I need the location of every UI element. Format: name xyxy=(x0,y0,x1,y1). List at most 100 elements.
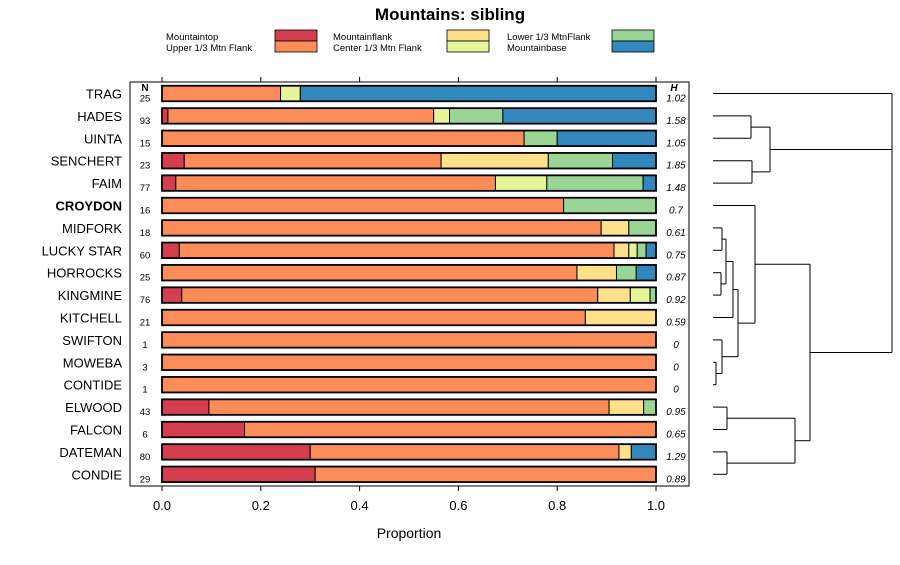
bar-outline xyxy=(161,107,657,125)
bar-segment xyxy=(643,398,657,416)
bar-outline xyxy=(161,152,657,170)
bar-segment xyxy=(629,286,651,304)
bar-segment xyxy=(615,264,637,281)
bar-outline xyxy=(161,196,657,215)
bar-segment xyxy=(161,398,210,416)
bar-segment xyxy=(280,85,301,102)
h-value: 0 xyxy=(673,385,679,396)
category-label: KITCHELL xyxy=(60,311,122,326)
category-label: SWIFTON xyxy=(62,333,122,348)
bar-segment xyxy=(208,398,610,416)
legend-label: Mountainflank xyxy=(333,32,392,43)
bar-segment xyxy=(181,286,599,304)
bar-segment xyxy=(161,354,657,371)
n-value: 3 xyxy=(142,362,147,373)
bar-segment xyxy=(642,174,657,192)
bar-segment xyxy=(161,421,245,438)
bar-segment xyxy=(161,331,657,349)
bar-segment xyxy=(161,466,316,483)
bar-segment xyxy=(556,130,657,147)
bar-segment xyxy=(612,152,657,169)
bar-segment xyxy=(628,219,657,237)
n-value: 77 xyxy=(140,183,151,194)
bar-segment xyxy=(161,443,311,461)
x-tick-label: 0.6 xyxy=(449,498,467,513)
category-label: HORROCKS xyxy=(47,266,122,281)
legend-swatch xyxy=(446,40,490,53)
bar-segment xyxy=(243,421,657,438)
n-value: 1 xyxy=(142,385,147,396)
x-tick-label: 0.0 xyxy=(153,498,171,513)
legend-label: Mountainbase xyxy=(507,43,567,54)
n-value: 25 xyxy=(140,94,151,105)
bar-segment xyxy=(161,85,282,102)
h-value: 0 xyxy=(673,362,679,373)
bar-segment xyxy=(636,242,647,259)
bar-segment xyxy=(600,219,630,237)
bar-segment xyxy=(584,309,657,326)
category-label: KINGMINE xyxy=(58,288,123,303)
bar-outline xyxy=(161,264,657,282)
category-label: MIDFORK xyxy=(62,221,122,236)
bar-segment xyxy=(576,264,617,281)
bar-segment xyxy=(635,264,657,281)
category-label: DATEMAN xyxy=(59,445,122,460)
legend-label: Upper 1/3 Mtn Flank xyxy=(166,43,252,54)
bar-segment xyxy=(502,107,657,125)
bar-segment xyxy=(645,242,657,259)
bar-segment xyxy=(433,107,451,125)
bar-outline xyxy=(161,353,657,371)
h-column-header: H xyxy=(670,83,678,94)
n-value: 93 xyxy=(140,116,151,127)
legend-swatch xyxy=(274,29,318,42)
category-label: CONTIDE xyxy=(64,378,123,393)
n-value: 43 xyxy=(140,407,151,418)
h-value: 0.75 xyxy=(666,250,686,261)
x-tick-label: 0.4 xyxy=(351,498,369,513)
category-label: SENCHERT xyxy=(51,154,122,169)
h-value: 0.95 xyxy=(666,407,686,418)
bar-outline xyxy=(161,398,657,416)
bar-segment xyxy=(449,107,504,125)
h-value: 0 xyxy=(673,340,679,351)
bar-segment xyxy=(628,242,638,259)
n-value: 60 xyxy=(140,250,151,261)
category-label: MOWEBA xyxy=(63,355,123,370)
bar-segment xyxy=(161,264,578,281)
n-value: 80 xyxy=(140,452,151,463)
bar-segment xyxy=(175,174,496,192)
category-label: LUCKY STAR xyxy=(42,243,122,258)
bar-outline xyxy=(161,129,657,147)
category-label: CROYDON xyxy=(56,199,122,214)
bar-segment xyxy=(440,152,549,169)
bar-outline xyxy=(161,174,657,192)
h-value: 1.48 xyxy=(666,183,686,194)
bar-segment xyxy=(494,174,548,192)
h-value: 1.02 xyxy=(666,94,686,105)
bar-outline xyxy=(161,308,657,327)
bar-segment xyxy=(546,174,644,192)
bar-segment xyxy=(161,376,657,393)
bar-outline xyxy=(161,376,657,394)
h-value: 0.87 xyxy=(666,273,686,284)
category-label: CONDIE xyxy=(71,467,122,482)
bar-segment xyxy=(161,242,180,259)
bar-segment xyxy=(161,219,602,237)
category-label: TRAG xyxy=(86,87,122,102)
legend-swatch xyxy=(611,29,655,42)
category-label: UINTA xyxy=(84,131,122,146)
n-value: 16 xyxy=(140,206,151,217)
h-value: 1.85 xyxy=(666,161,686,172)
bar-outline xyxy=(161,443,657,461)
legend-label: Mountaintop xyxy=(166,32,218,43)
h-value: 0.59 xyxy=(666,318,686,329)
bar-segment xyxy=(630,443,657,461)
h-value: 0.65 xyxy=(666,430,686,441)
h-value: 0.89 xyxy=(666,474,686,485)
x-tick-label: 1.0 xyxy=(647,498,665,513)
bar-segment xyxy=(618,443,632,461)
bar-segment xyxy=(178,242,615,259)
